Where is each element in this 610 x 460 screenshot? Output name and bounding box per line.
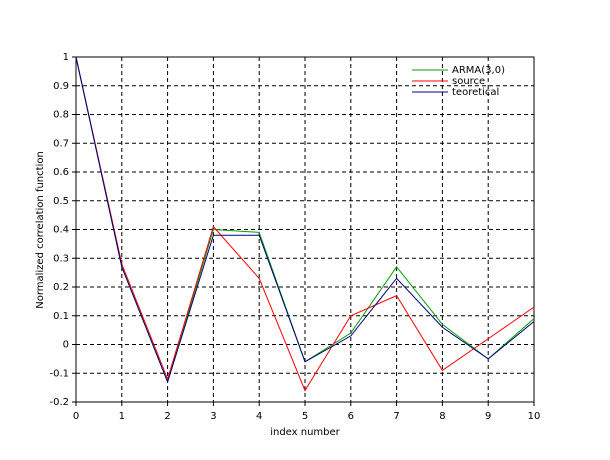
y-tick-label: 0.2 — [53, 282, 69, 293]
y-tick-label: 0.1 — [53, 311, 69, 322]
series-line — [75, 56, 535, 392]
x-tick-label: 2 — [164, 411, 170, 422]
y-axis-label: Normalized correlation function — [35, 151, 46, 309]
x-tick-label: 9 — [485, 411, 491, 422]
y-tick-label: -0.1 — [49, 368, 69, 379]
y-tick-label: 0.3 — [53, 253, 69, 264]
y-tick-label: 1 — [63, 52, 69, 63]
x-tick-label: 5 — [302, 411, 308, 422]
legend-label: source — [452, 76, 485, 87]
y-tick-label: 0.5 — [53, 196, 69, 207]
legend-label: ARMA(3,0) — [452, 65, 505, 76]
x-tick-label: 10 — [528, 411, 541, 422]
x-axis-label: index number — [270, 427, 340, 438]
y-tick-label: 0 — [63, 340, 69, 351]
y-tick-label: 0.6 — [53, 167, 69, 178]
y-tick-label: 0.7 — [53, 138, 69, 149]
x-tick-label: 7 — [393, 411, 399, 422]
x-tick-label: 3 — [210, 411, 216, 422]
y-tick-label: 0.9 — [53, 81, 69, 92]
y-tick-label: -0.2 — [49, 397, 69, 408]
x-tick-label: 4 — [256, 411, 262, 422]
plot-frame — [75, 56, 535, 403]
x-tick-label: 0 — [73, 411, 79, 422]
x-tick-label: 8 — [439, 411, 445, 422]
x-tick-label: 1 — [119, 411, 125, 422]
legend-label: teoretical — [452, 87, 499, 98]
x-tick-label: 6 — [348, 411, 354, 422]
y-tick-label: 0.4 — [53, 225, 69, 236]
series-line — [75, 56, 535, 384]
y-tick-label: 0.8 — [53, 110, 69, 121]
